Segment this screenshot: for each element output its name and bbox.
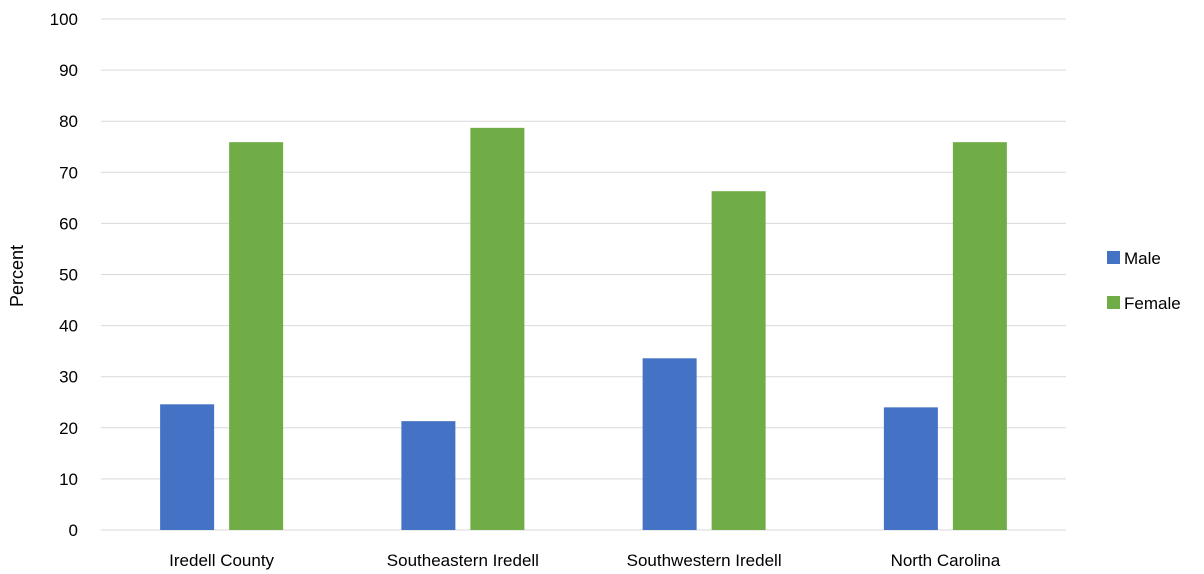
bar-male-1 [401,421,455,530]
bar-female-3 [953,142,1007,530]
bars [160,128,1007,530]
legend-swatch-female [1107,296,1120,309]
x-tick-label: Southwestern Iredell [627,551,782,570]
bar-female-0 [229,142,283,530]
x-tick-label: Iredell County [169,551,274,570]
bar-female-1 [470,128,524,530]
bar-male-2 [643,358,697,530]
legend: Male Female [1107,249,1181,313]
legend-label-female: Female [1124,294,1181,313]
y-tick-label: 30 [59,368,78,387]
y-axis-title: Percent [7,245,27,307]
y-tick-label: 90 [59,61,78,80]
y-tick-label: 80 [59,112,78,131]
x-tick-label: North Carolina [891,551,1001,570]
y-tick-label: 100 [50,10,78,29]
legend-swatch-male [1107,251,1120,264]
y-tick-label: 40 [59,317,78,336]
bar-male-0 [160,404,214,530]
legend-label-male: Male [1124,249,1161,268]
y-tick-label: 20 [59,419,78,438]
y-tick-label: 70 [59,163,78,182]
y-tick-label: 60 [59,214,78,233]
bar-female-2 [712,191,766,530]
x-tick-label: Southeastern Iredell [387,551,539,570]
bar-male-3 [884,407,938,530]
y-tick-label: 50 [59,266,78,285]
y-axis-ticks: 0 10 20 30 40 50 60 70 80 90 100 [50,10,78,540]
y-tick-label: 0 [69,521,78,540]
x-axis-ticks: Iredell County Southeastern Iredell Southw… [169,551,1001,570]
y-tick-label: 10 [59,470,78,489]
